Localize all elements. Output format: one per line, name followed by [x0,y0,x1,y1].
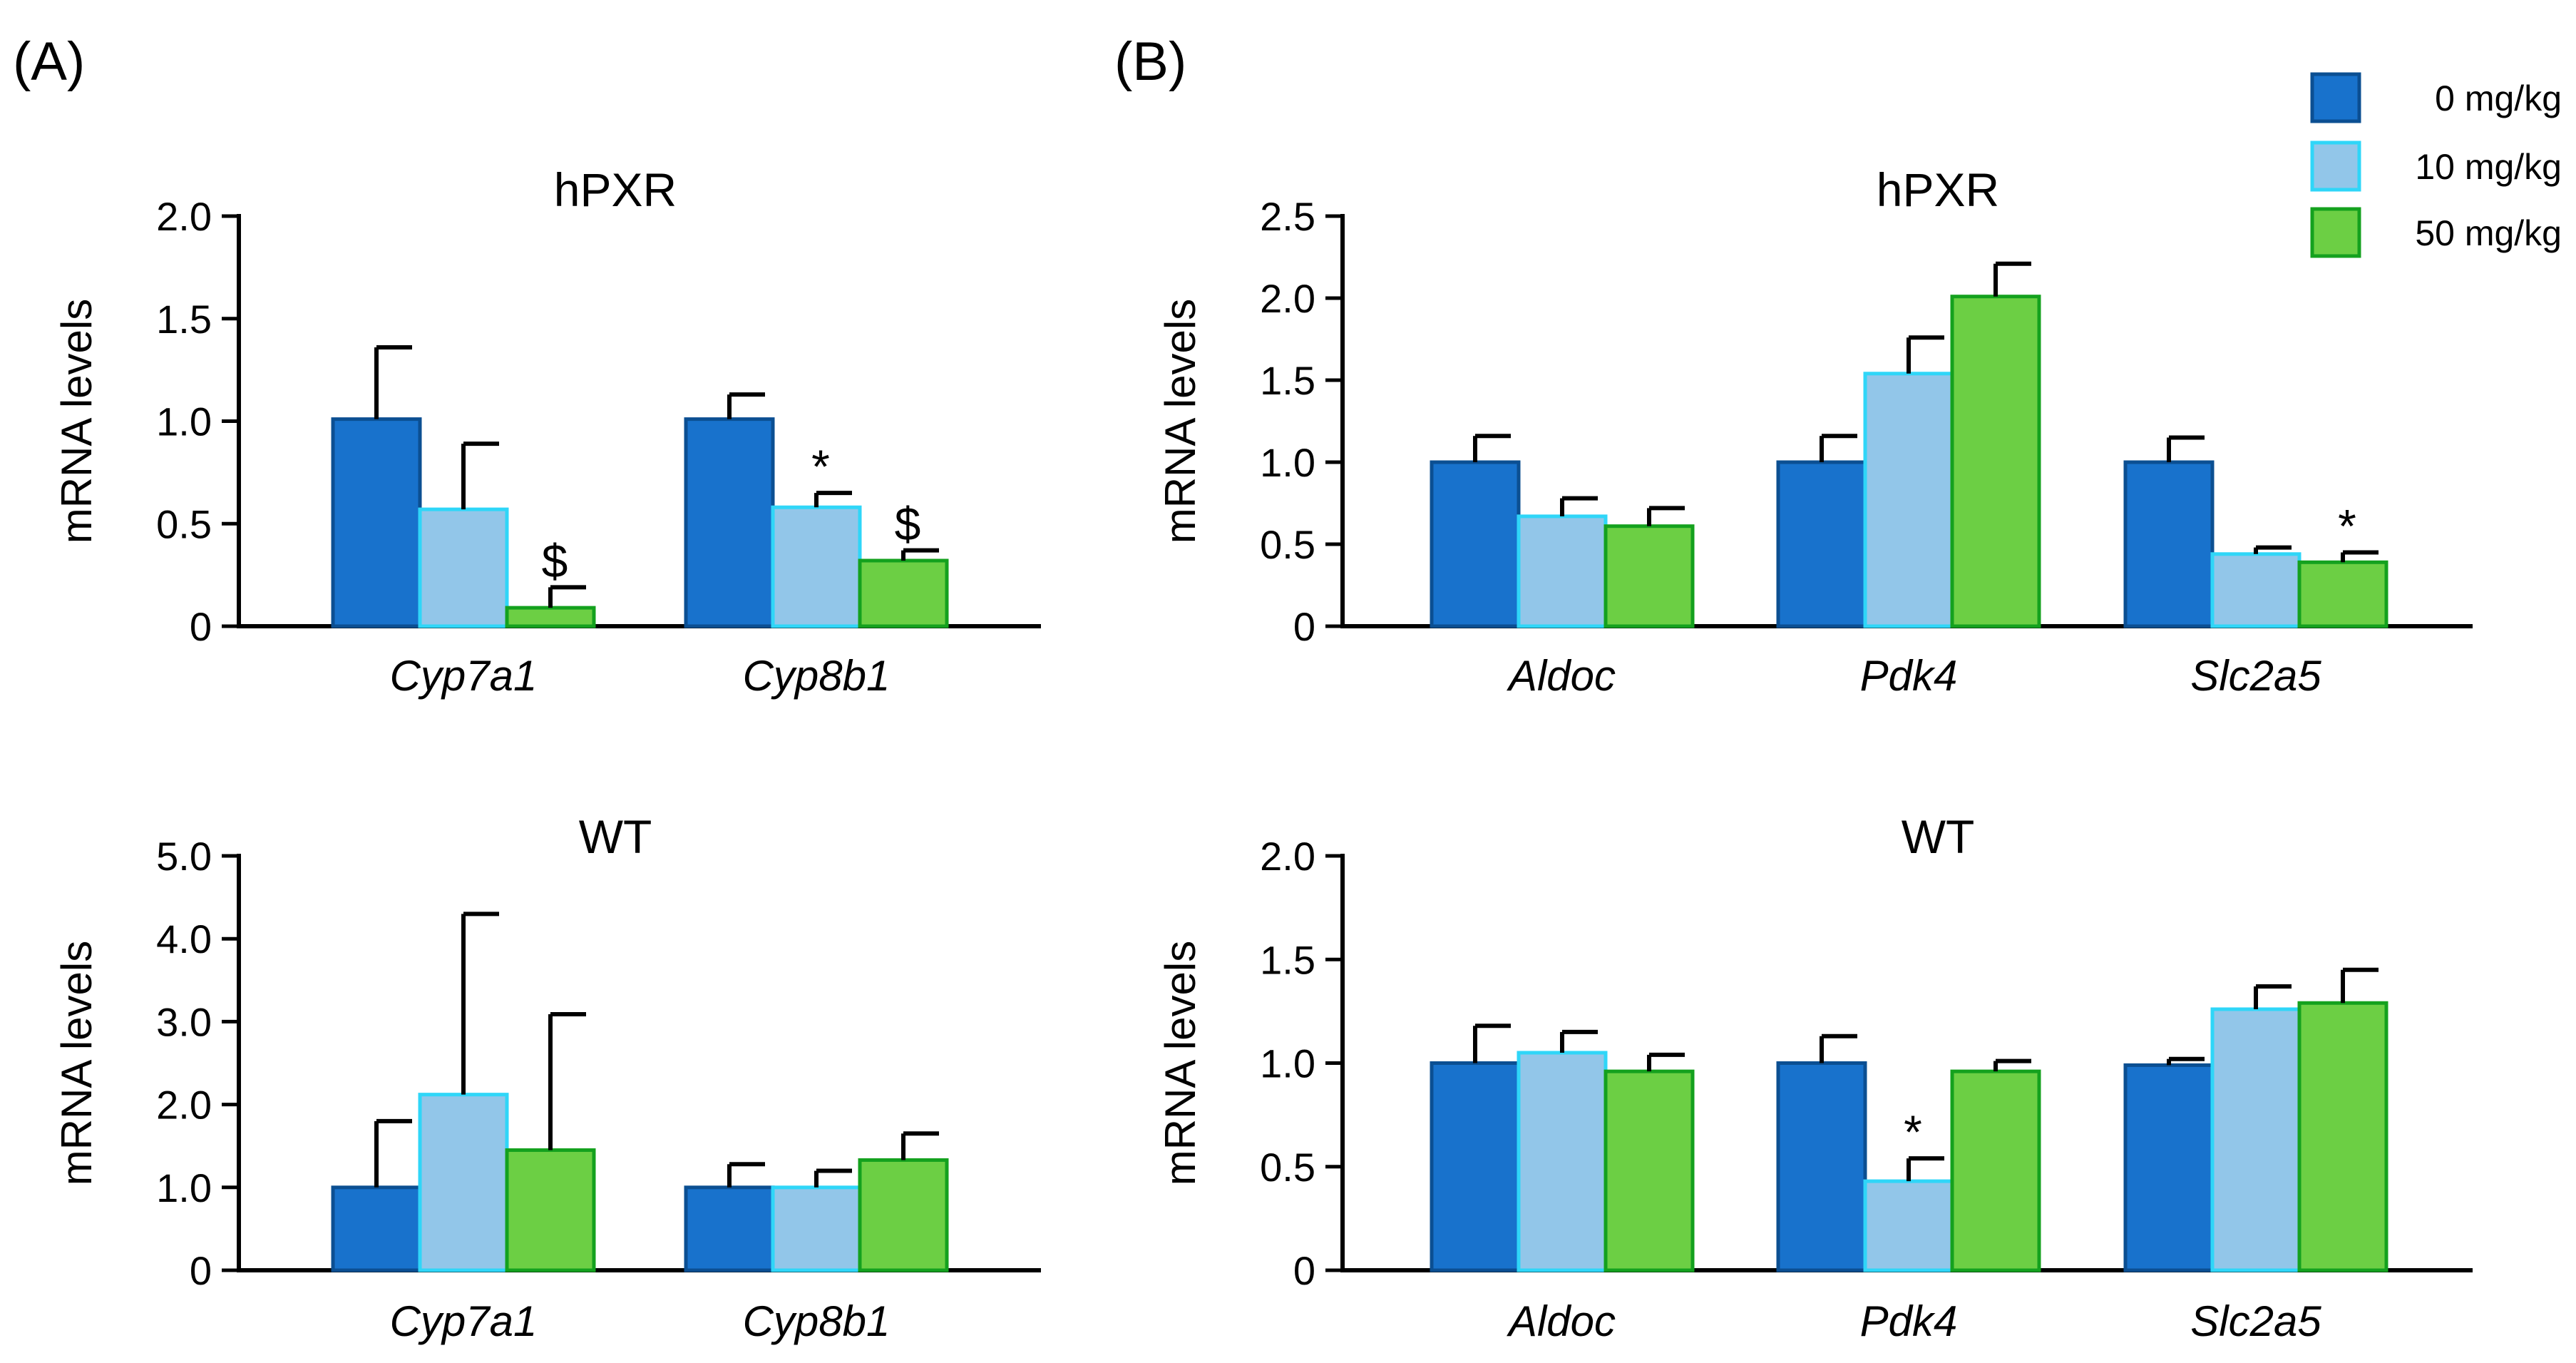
y-tick-label: 0 [190,604,212,649]
significance-marker: * [811,440,830,493]
panel-label-b: (B) [1114,31,1186,92]
chart-title: hPXR [1877,163,1999,216]
bar [684,1185,775,1272]
y-tick-label: 2.0 [156,194,212,239]
category-label: Slc2a5 [2190,652,2321,700]
y-tick-label: 1.5 [1260,937,1315,982]
panel-label-a: (A) [13,31,85,92]
bar [2123,1063,2215,1272]
bar [331,1185,422,1272]
y-axis-label: mRNA levels [1156,941,1204,1185]
bar [1776,1061,1867,1272]
y-tick-label: 4.0 [156,917,212,961]
category-label: Aldoc [1507,652,1616,700]
y-tick-label: 2.0 [1260,834,1315,879]
bar [1950,1069,2041,1272]
bar [1863,1179,1954,1272]
category-label: Cyp8b1 [743,652,891,700]
chart-title: WT [1902,810,1975,863]
significance-marker: $ [895,498,921,551]
y-tick-label: 3.0 [156,999,212,1044]
y-tick-label: 2.5 [1260,194,1315,239]
bar [1603,524,1695,628]
y-axis-label: mRNA levels [53,941,101,1185]
y-tick-label: 1.0 [156,399,212,444]
y-tick-label: 0.5 [1260,522,1315,567]
y-tick-label: 2.0 [1260,276,1315,321]
chart-b-hpxr: hPXR mRNA levels 0 0.5 1.0 1.5 2.0 2.5 Aldoc Pdk4… [1156,163,2473,700]
significance-marker: * [2338,500,2356,553]
bar [858,1158,949,1272]
chart-a-wt: WT mRNA levels 0 1.0 2.0 3.0 4.0 5.0 Cyp7a1 Cyp8b… [53,810,1041,1345]
y-tick-label: 1.0 [1260,1041,1315,1086]
y-tick-label: 0 [1293,1248,1315,1293]
bar [2297,560,2388,628]
y-tick-label: 1.5 [1260,358,1315,403]
significance-marker: $ [542,534,568,587]
bar [2123,460,2215,628]
y-tick-label: 0 [1293,604,1315,649]
y-tick-label: 2.0 [156,1083,212,1128]
bar [2210,1007,2302,1272]
bar [1776,460,1867,628]
category-label: Cyp7a1 [390,1297,538,1345]
bar [505,1148,596,1272]
chart-title: WT [579,810,652,863]
bar [505,606,596,628]
bar [418,1093,509,1272]
bar [2210,552,2302,628]
bar [1517,514,1608,628]
y-tick-label: 5.0 [156,834,212,879]
category-label: Cyp8b1 [743,1297,891,1345]
category-label: Pdk4 [1860,652,1958,700]
y-tick-label: 1.0 [156,1165,212,1210]
bar [418,507,509,628]
chart-b-wt: WT mRNA levels 0 0.5 1.0 1.5 2.0 Aldoc Pdk4 Slc2a… [1156,810,2473,1345]
category-label: Slc2a5 [2190,1297,2321,1345]
y-tick-label: 0.5 [1260,1145,1315,1190]
bar [858,558,949,628]
chart-title: hPXR [554,163,677,216]
bar [2297,1001,2388,1272]
bar [771,505,862,628]
legend-label-2: 50 mg/kg [2415,213,2562,253]
y-axis-label: mRNA levels [1156,299,1204,543]
bar [684,417,775,628]
y-tick-label: 1.5 [156,297,212,342]
y-tick-label: 0 [190,1248,212,1293]
bar [1863,372,1954,628]
bar [1603,1069,1695,1272]
y-tick-label: 1.0 [1260,440,1315,485]
category-label: Cyp7a1 [390,652,538,700]
legend-swatch-1 [2310,141,2361,192]
legend: 0 mg/kg 10 mg/kg 50 mg/kg [2310,72,2562,258]
chart-a-hpxr: hPXR mRNA levels 0 0.5 1.0 1.5 2.0 Cyp7a1 Cyp8b1… [53,163,1041,700]
bar [1517,1051,1608,1272]
bar [1430,460,1521,628]
legend-swatch-0 [2310,72,2361,123]
legend-label-0: 0 mg/kg [2435,78,2562,118]
legend-swatch-2 [2310,207,2361,258]
y-tick-label: 0.5 [156,501,212,546]
y-axis-label: mRNA levels [53,299,101,543]
bar [1950,295,2041,628]
category-label: Pdk4 [1860,1297,1958,1345]
bar [331,417,422,628]
category-label: Aldoc [1507,1297,1616,1345]
significance-marker: * [1904,1106,1922,1158]
bar [1430,1061,1521,1272]
legend-label-1: 10 mg/kg [2415,147,2562,187]
bar [771,1185,862,1272]
